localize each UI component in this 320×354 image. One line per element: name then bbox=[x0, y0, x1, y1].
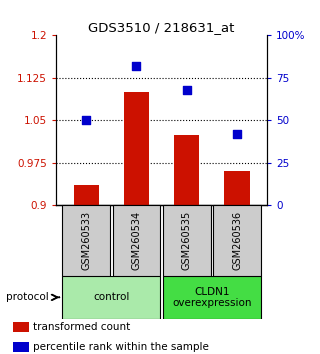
Point bbox=[184, 87, 189, 93]
Text: protocol: protocol bbox=[6, 292, 49, 302]
Bar bbox=[74, 185, 99, 205]
Bar bbox=[12, 322, 29, 332]
Text: control: control bbox=[93, 292, 130, 302]
Bar bbox=[163, 276, 261, 319]
Bar bbox=[12, 342, 29, 352]
Text: GSM260536: GSM260536 bbox=[232, 211, 242, 270]
Text: percentile rank within the sample: percentile rank within the sample bbox=[33, 342, 208, 352]
Text: GSM260534: GSM260534 bbox=[132, 211, 141, 270]
Point bbox=[84, 118, 89, 123]
Bar bbox=[163, 205, 211, 276]
Title: GDS3510 / 218631_at: GDS3510 / 218631_at bbox=[88, 21, 235, 34]
Point bbox=[134, 63, 139, 69]
Bar bbox=[62, 276, 160, 319]
Bar bbox=[62, 205, 110, 276]
Bar bbox=[113, 205, 160, 276]
Text: GSM260535: GSM260535 bbox=[182, 211, 192, 270]
Bar bbox=[224, 171, 250, 205]
Point bbox=[235, 131, 240, 137]
Text: CLDN1
overexpression: CLDN1 overexpression bbox=[172, 286, 252, 308]
Bar bbox=[174, 135, 199, 205]
Bar bbox=[124, 92, 149, 205]
Text: GSM260533: GSM260533 bbox=[81, 211, 91, 270]
Text: transformed count: transformed count bbox=[33, 322, 130, 332]
Bar bbox=[213, 205, 261, 276]
